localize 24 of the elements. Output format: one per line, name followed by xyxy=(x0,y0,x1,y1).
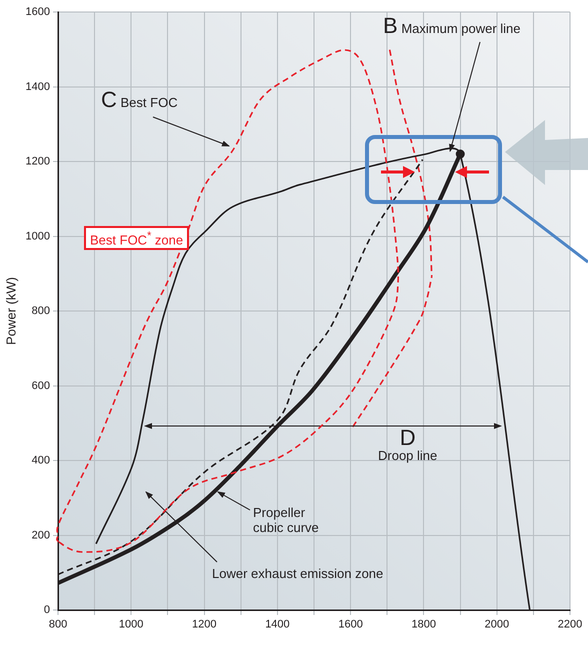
annotation: B Maximum power line xyxy=(383,13,521,38)
y-axis-title: Power (kW) xyxy=(3,277,18,345)
x-tick-label: 1200 xyxy=(192,618,217,631)
y-tick-label: 400 xyxy=(32,454,50,467)
y-tick-label: 200 xyxy=(32,529,50,542)
annotation: Lower exhaust emission zone xyxy=(212,566,384,581)
y-tick-label: 800 xyxy=(32,305,50,318)
annotation: C Best FOC xyxy=(101,87,178,112)
x-tick-label: 1600 xyxy=(338,618,363,631)
x-tick-label: 2200 xyxy=(558,618,582,631)
x-tick-label: 2000 xyxy=(484,618,510,631)
y-tick-label: 1600 xyxy=(26,6,50,18)
x-tick-label: 1400 xyxy=(265,618,290,631)
y-tick-label: 1400 xyxy=(26,80,50,93)
x-tick-label: 1000 xyxy=(118,618,144,631)
y-tick-label: 600 xyxy=(32,380,50,392)
annotation: D Droop line xyxy=(378,425,438,463)
annotation: Propeller cubic curve xyxy=(253,505,320,535)
x-tick-label: 800 xyxy=(48,618,68,631)
annotation: Best FOC$^{*}$ zone xyxy=(84,226,190,250)
y-tick-label: 1200 xyxy=(26,156,50,168)
y-tick-label: 0 xyxy=(44,604,50,616)
x-tick-label: 1800 xyxy=(411,618,436,631)
y-tick-label: 1000 xyxy=(26,230,50,242)
